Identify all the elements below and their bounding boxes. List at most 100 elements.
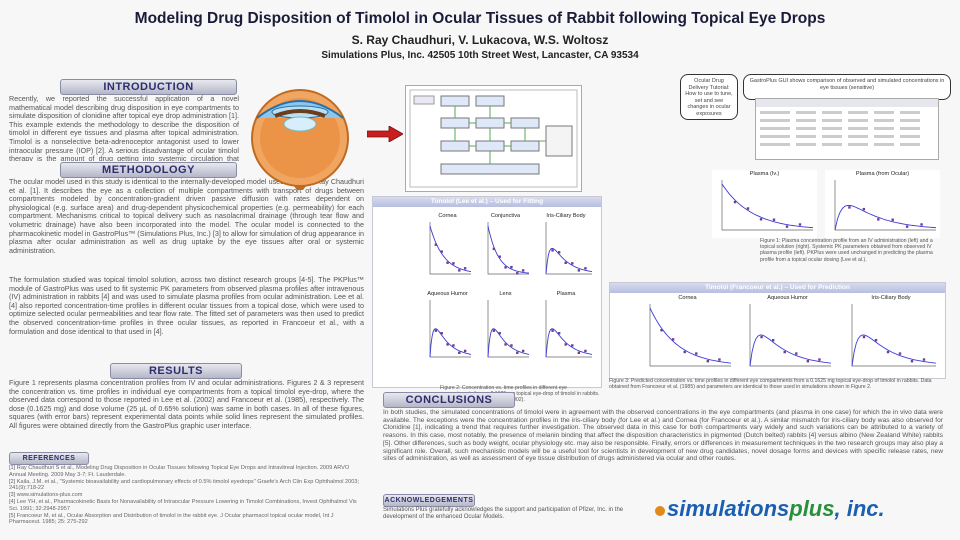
logo-main-text: simulations — [667, 496, 790, 521]
plot-title: Lens — [499, 291, 512, 297]
simulated-curve — [834, 204, 937, 231]
observed-point — [571, 344, 574, 347]
concentration-plot: Aqueous Humor — [740, 294, 835, 374]
concentration-plot: Iris-Ciliary Body — [536, 212, 596, 282]
plot-title: Conjunctiva — [490, 213, 521, 219]
concentration-plot: Plasma — [536, 290, 596, 365]
observed-point — [564, 343, 567, 346]
observed-point — [905, 225, 909, 228]
observed-point — [771, 338, 775, 342]
concentration-plot: Cornea — [640, 294, 735, 374]
observed-point — [440, 250, 443, 253]
concentration-plot: Iris-Ciliary Body — [842, 294, 940, 374]
plot-title: Iris-Ciliary Body — [546, 213, 586, 219]
observed-point — [434, 329, 438, 332]
observed-point — [695, 352, 698, 355]
plot-title: Aqueous Humor — [427, 291, 468, 297]
observed-point — [498, 255, 501, 258]
observed-point — [557, 251, 561, 254]
reference-item: [1] Ray Chaudhuri S et al., Modeling Dru… — [9, 465, 350, 478]
observed-point — [492, 247, 496, 251]
acknowledgements-text: Simulations Plus gratefully acknowledges… — [383, 507, 624, 520]
figure-1-caption: Figure 1: Plasma concentration profile f… — [760, 238, 933, 263]
observed-point — [806, 359, 810, 363]
plot-title: Plasma (Iv.) — [749, 171, 780, 177]
concentration-plot: Cornea — [420, 212, 475, 282]
observed-point — [862, 207, 866, 211]
plot-title: Cornea — [438, 213, 457, 219]
observed-point — [759, 218, 763, 221]
simulated-curve — [749, 334, 832, 367]
figure-2-header: Timolol (Lee et al.) – Used for Fitting — [373, 197, 601, 207]
logo-suffix-text: , inc. — [834, 496, 885, 521]
plot-area — [834, 180, 937, 231]
gui-table-image — [755, 98, 939, 160]
plot-axes — [834, 180, 936, 231]
reference-item: [2] Kaila, J.M. et al., "Systemic bioava… — [9, 478, 360, 492]
plot-area — [749, 304, 832, 367]
plot-area — [429, 300, 472, 358]
observed-point — [463, 349, 467, 353]
results-heading: RESULTS — [110, 363, 242, 379]
observed-point — [660, 329, 663, 332]
observed-point — [516, 351, 519, 354]
observed-point — [492, 329, 496, 332]
plot-area — [545, 300, 593, 358]
references-list: [1] Ray Chaudhuri S et al., Modeling Dru… — [9, 465, 364, 537]
observed-point — [795, 352, 798, 355]
concentration-plot: Plasma (from Ocular) — [825, 170, 940, 238]
plot-title: Cornea — [678, 295, 697, 301]
eye-illustration — [251, 89, 349, 190]
observed-point — [521, 269, 525, 272]
plot-title: Iris-Ciliary Body — [871, 295, 911, 301]
table-callout: GastroPlus GUI shows comparison of obser… — [743, 74, 951, 100]
figure-3-caption: Figure 3: Predicted concentration vs. ti… — [609, 378, 932, 391]
simulations-plus-logo: simulationsplus, inc. — [655, 496, 885, 522]
observed-point — [922, 358, 926, 361]
observed-point — [510, 344, 513, 347]
plot-area — [545, 222, 593, 275]
conclusions-heading: CONCLUSIONS — [383, 392, 515, 408]
simulated-curve — [429, 328, 472, 358]
observed-point — [498, 332, 501, 335]
observed-point — [446, 261, 449, 264]
observed-point — [516, 272, 519, 275]
plot-axes — [487, 222, 529, 275]
plot-area — [721, 180, 814, 231]
observed-point — [898, 352, 902, 355]
observed-point — [551, 329, 554, 332]
observed-point — [584, 349, 587, 353]
poster-title: Modeling Drug Disposition of Timolol in … — [134, 10, 826, 27]
plot-title: Aqueous Humor — [767, 295, 808, 301]
plot-area — [649, 304, 732, 367]
logo-plus-text: plus — [789, 496, 835, 521]
observed-point — [434, 243, 438, 246]
plot-axes — [649, 304, 731, 367]
observed-point — [718, 358, 721, 361]
concentration-plot: Lens — [478, 290, 533, 365]
methodology-text-2: The formulation studied was topical timo… — [9, 276, 364, 336]
logo-dot-icon — [655, 506, 665, 516]
observed-point — [571, 262, 574, 265]
observed-point — [440, 332, 443, 335]
observed-point — [564, 261, 567, 265]
acknowledgements-heading: ACKNOWLEDGEMENTS — [383, 494, 475, 507]
introduction-heading: INTRODUCTION — [60, 79, 237, 95]
red-arrow-icon — [367, 126, 403, 142]
observed-point — [452, 344, 455, 347]
methodology-text: The ocular model used in this study is i… — [9, 178, 364, 255]
simulated-curve — [429, 225, 472, 273]
plot-area — [487, 222, 530, 275]
methodology-heading: METHODOLOGY — [60, 162, 237, 178]
observed-point — [910, 359, 914, 363]
observed-point — [785, 225, 789, 228]
plot-axes — [545, 222, 592, 275]
reference-item: [4] Lee YH, et al., Pharmacokinetic Basi… — [9, 498, 357, 512]
observed-point — [683, 350, 686, 354]
observed-point — [551, 249, 554, 252]
observed-point — [521, 349, 525, 353]
observed-point — [463, 267, 467, 270]
observed-point — [557, 332, 561, 335]
plot-area — [851, 304, 937, 367]
